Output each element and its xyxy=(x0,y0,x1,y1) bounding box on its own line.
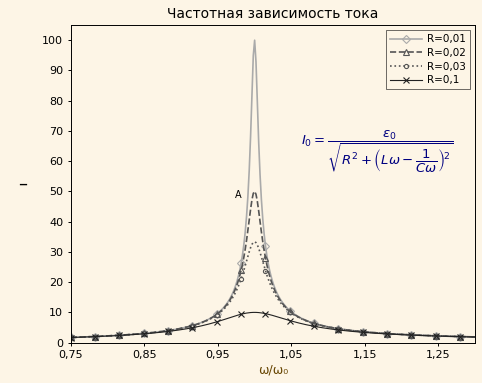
R=0,01 xyxy=(410,332,416,337)
R=0,02 xyxy=(472,335,478,339)
R=0,02 xyxy=(410,333,416,337)
X-axis label: ω/ω₀: ω/ω₀ xyxy=(258,363,288,376)
R=0,1 xyxy=(317,325,322,330)
R=0,01 xyxy=(69,335,75,340)
Line: R=0,01: R=0,01 xyxy=(68,38,478,340)
R=0,02 xyxy=(310,321,316,325)
R=0,1 xyxy=(68,335,74,340)
R=0,03 xyxy=(472,335,478,339)
R=0,01 xyxy=(436,334,442,338)
R=0,01 xyxy=(252,38,257,43)
R=0,01 xyxy=(472,335,478,339)
R=0,02 xyxy=(69,335,75,340)
R=0,1 xyxy=(310,324,316,328)
R=0,02 xyxy=(436,334,442,338)
R=0,1 xyxy=(410,333,416,337)
R=0,1 xyxy=(69,335,75,340)
R=0,01 xyxy=(310,321,316,325)
R=0,1 xyxy=(252,310,257,315)
Text: –: – xyxy=(18,175,27,193)
R=0,01 xyxy=(68,335,74,340)
R=0,02 xyxy=(308,320,314,325)
R=0,03 xyxy=(308,321,314,325)
R=0,02 xyxy=(68,335,74,340)
Line: R=0,1: R=0,1 xyxy=(68,309,478,340)
R=0,02 xyxy=(317,322,322,327)
R=0,03 xyxy=(252,239,257,244)
R=0,01 xyxy=(308,320,314,325)
R=0,03 xyxy=(436,334,442,338)
R=0,1 xyxy=(308,324,314,328)
R=0,03 xyxy=(69,335,75,340)
Line: R=0,03: R=0,03 xyxy=(68,240,477,340)
R=0,03 xyxy=(410,333,416,337)
R=0,02 xyxy=(252,189,257,194)
R=0,03 xyxy=(317,323,322,327)
R=0,01 xyxy=(317,322,322,327)
R=0,03 xyxy=(68,335,74,340)
Title: Частотная зависимость тока: Частотная зависимость тока xyxy=(167,7,378,21)
R=0,03 xyxy=(310,321,316,326)
Text: A: A xyxy=(235,190,241,200)
Legend: R=0,01, R=0,02, R=0,03, R=0,1: R=0,01, R=0,02, R=0,03, R=0,1 xyxy=(386,30,470,89)
Line: R=0,02: R=0,02 xyxy=(68,188,478,340)
R=0,1 xyxy=(436,334,442,338)
R=0,1 xyxy=(472,335,478,339)
Text: $I_0 = \dfrac{\varepsilon_0}{\sqrt{R^2+\left(L\omega-\dfrac{1}{C\omega}\right)^{: $I_0 = \dfrac{\varepsilon_0}{\sqrt{R^2+\… xyxy=(301,129,453,175)
